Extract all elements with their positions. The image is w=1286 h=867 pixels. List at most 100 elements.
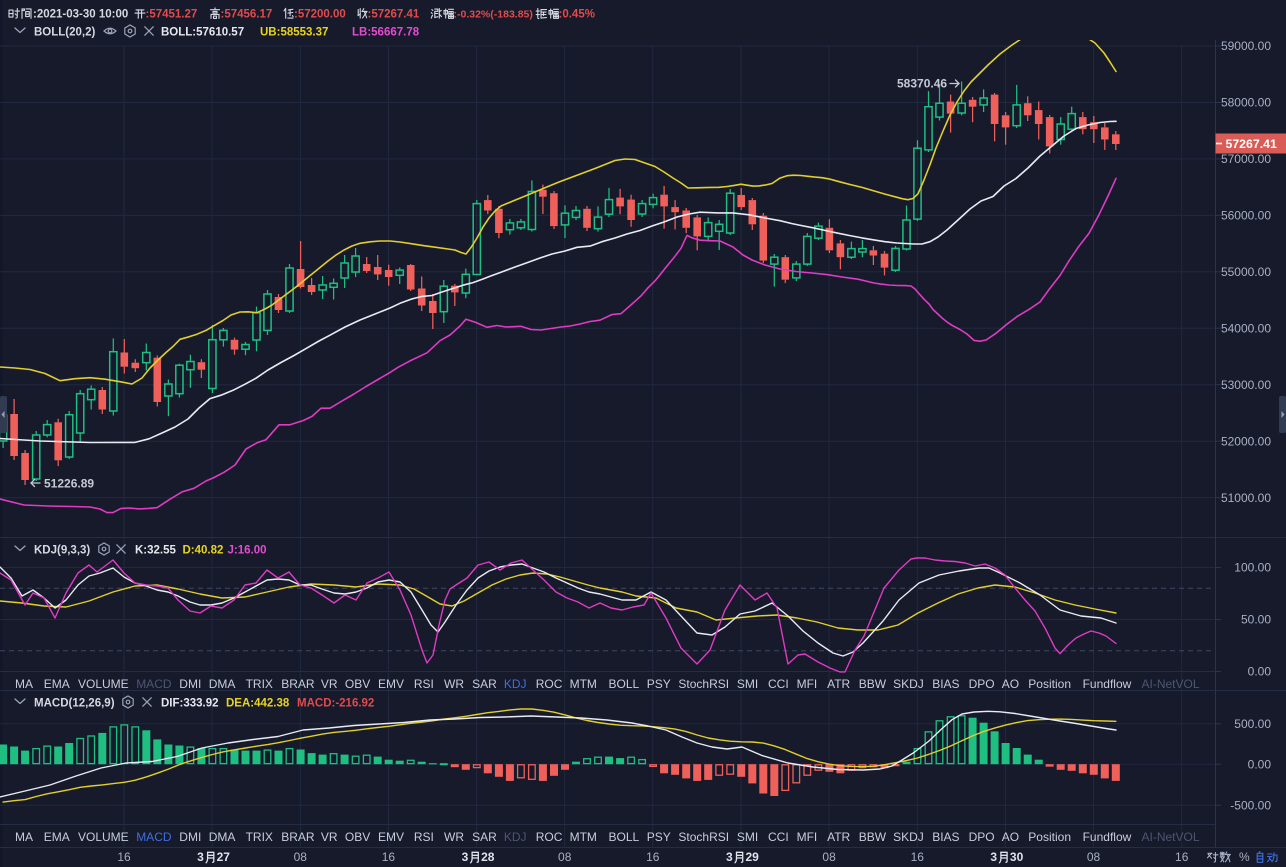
svg-text:Position: Position <box>1028 830 1071 844</box>
svg-text:-500.00: -500.00 <box>1230 798 1271 812</box>
svg-text:51000.00: 51000.00 <box>1221 491 1271 505</box>
svg-text:08: 08 <box>558 850 572 864</box>
svg-text:CCI: CCI <box>768 677 789 691</box>
svg-text:RSI: RSI <box>414 677 434 691</box>
svg-text:57000.00: 57000.00 <box>1221 152 1271 166</box>
svg-text:MTM: MTM <box>570 830 597 844</box>
svg-text:16: 16 <box>382 850 396 864</box>
svg-text:08: 08 <box>822 850 836 864</box>
svg-text:AO: AO <box>1002 677 1019 691</box>
svg-text:50.00: 50.00 <box>1241 613 1271 627</box>
svg-text:ATR: ATR <box>827 677 850 691</box>
svg-text::-0.32%(-183.85): :-0.32%(-183.85) <box>454 8 533 20</box>
svg-text:54000.00: 54000.00 <box>1221 321 1271 335</box>
svg-text:EMV: EMV <box>378 830 404 844</box>
svg-text:51226.89: 51226.89 <box>44 477 94 491</box>
svg-text:08: 08 <box>1087 850 1101 864</box>
svg-text:J:16.00: J:16.00 <box>228 544 267 556</box>
svg-text:SMI: SMI <box>737 677 758 691</box>
svg-text:RSI: RSI <box>414 830 434 844</box>
svg-text:PSY: PSY <box>647 677 671 691</box>
svg-text:3: 3 <box>990 850 997 864</box>
svg-text:SAR: SAR <box>472 677 497 691</box>
svg-text:58370.46: 58370.46 <box>897 77 947 91</box>
svg-text:TRIX: TRIX <box>246 830 273 844</box>
svg-text:BOLL(20,2): BOLL(20,2) <box>34 26 96 38</box>
svg-text:28: 28 <box>481 850 495 864</box>
svg-text:EMV: EMV <box>378 677 404 691</box>
svg-text:D:40.82: D:40.82 <box>183 544 224 556</box>
svg-text:DIF:333.92: DIF:333.92 <box>161 697 219 709</box>
svg-text:MA: MA <box>15 830 33 844</box>
svg-text:ROC: ROC <box>536 677 563 691</box>
svg-text::57200.00: :57200.00 <box>294 8 346 20</box>
svg-text:16: 16 <box>911 850 925 864</box>
svg-text::57267.41: :57267.41 <box>368 8 420 20</box>
svg-text:DMA: DMA <box>209 830 236 844</box>
svg-text:AO: AO <box>1002 830 1019 844</box>
svg-text:BRAR: BRAR <box>281 830 315 844</box>
svg-text:VOLUME: VOLUME <box>78 677 129 691</box>
svg-text:ATR: ATR <box>827 830 850 844</box>
svg-text:VOLUME: VOLUME <box>78 830 129 844</box>
svg-text:3: 3 <box>197 850 204 864</box>
svg-text:DMA: DMA <box>209 677 236 691</box>
svg-text:16: 16 <box>646 850 660 864</box>
svg-text:WR: WR <box>444 830 464 844</box>
svg-text:30: 30 <box>1010 850 1024 864</box>
svg-text:AI-NetVOL: AI-NetVOL <box>1142 677 1200 691</box>
svg-text:52000.00: 52000.00 <box>1221 434 1271 448</box>
svg-text:SMI: SMI <box>737 830 758 844</box>
svg-text:SKDJ: SKDJ <box>893 830 924 844</box>
svg-text:WR: WR <box>444 677 464 691</box>
svg-text::2021-03-30 10:00: :2021-03-30 10:00 <box>33 8 128 20</box>
svg-text:BIAS: BIAS <box>932 830 959 844</box>
svg-text:08: 08 <box>294 850 308 864</box>
svg-text:VR: VR <box>321 830 338 844</box>
svg-text:Fundflow: Fundflow <box>1083 677 1132 691</box>
svg-text:EMA: EMA <box>44 830 70 844</box>
svg-text:DMI: DMI <box>179 830 201 844</box>
svg-text:Fundflow: Fundflow <box>1083 830 1132 844</box>
svg-text:UB:58553.37: UB:58553.37 <box>260 26 328 38</box>
svg-text:CCI: CCI <box>768 830 789 844</box>
svg-text:55000.00: 55000.00 <box>1221 265 1271 279</box>
svg-text:BOLL: BOLL <box>609 677 640 691</box>
svg-text:KDJ(9,3,3): KDJ(9,3,3) <box>34 544 90 556</box>
svg-text:29: 29 <box>746 850 760 864</box>
svg-text::57456.17: :57456.17 <box>221 8 273 20</box>
svg-text:StochRSI: StochRSI <box>678 830 729 844</box>
svg-text:57267.41: 57267.41 <box>1226 137 1277 151</box>
svg-text:PSY: PSY <box>647 830 671 844</box>
svg-text:BIAS: BIAS <box>932 677 959 691</box>
svg-text:16: 16 <box>117 850 131 864</box>
svg-text:MACD: MACD <box>136 830 172 844</box>
svg-text:MFI: MFI <box>797 830 818 844</box>
svg-text:0.00: 0.00 <box>1248 665 1272 679</box>
svg-text:LB:56667.78: LB:56667.78 <box>352 26 420 38</box>
svg-text:27: 27 <box>217 850 231 864</box>
svg-text:100.00: 100.00 <box>1234 561 1271 575</box>
svg-text:BRAR: BRAR <box>281 677 315 691</box>
svg-text:TRIX: TRIX <box>246 677 273 691</box>
svg-text:53000.00: 53000.00 <box>1221 378 1271 392</box>
svg-text:3: 3 <box>726 850 733 864</box>
svg-text:%: % <box>1239 850 1250 864</box>
svg-text:56000.00: 56000.00 <box>1221 209 1271 223</box>
svg-text::57451.27: :57451.27 <box>146 8 198 20</box>
svg-text:MACD(12,26,9): MACD(12,26,9) <box>34 697 115 709</box>
svg-text:KDJ: KDJ <box>504 677 527 691</box>
svg-text:StochRSI: StochRSI <box>678 677 729 691</box>
svg-text:16: 16 <box>1175 850 1189 864</box>
svg-text:KDJ: KDJ <box>504 830 527 844</box>
svg-text:K:32.55: K:32.55 <box>135 544 177 556</box>
svg-text:DPO: DPO <box>969 677 995 691</box>
svg-text:DEA:442.38: DEA:442.38 <box>226 697 290 709</box>
svg-text:VR: VR <box>321 677 338 691</box>
svg-text:MACD:-216.92: MACD:-216.92 <box>297 697 374 709</box>
svg-text:MTM: MTM <box>570 677 597 691</box>
svg-text:BOLL: BOLL <box>609 830 640 844</box>
svg-text:59000.00: 59000.00 <box>1221 39 1271 53</box>
svg-text:EMA: EMA <box>44 677 70 691</box>
svg-text:BBW: BBW <box>859 677 887 691</box>
